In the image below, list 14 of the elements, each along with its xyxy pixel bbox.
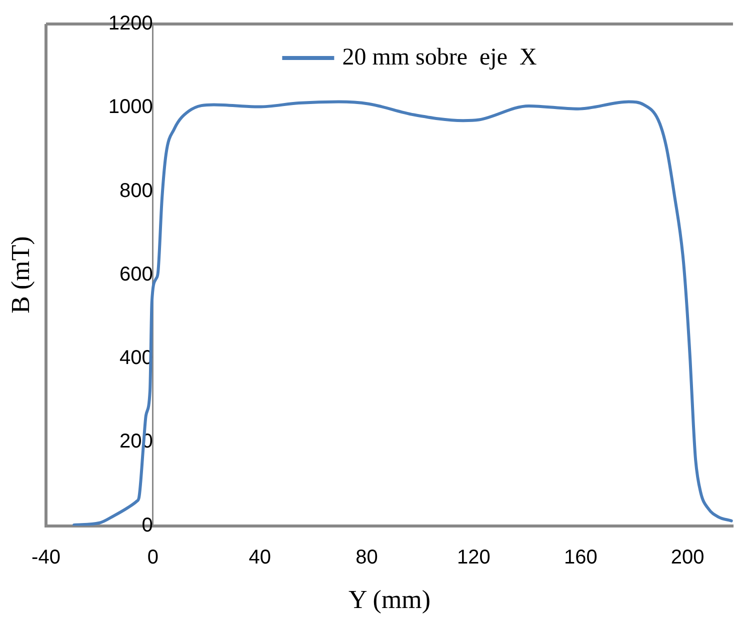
y-axis-title: B (mT) [6, 236, 35, 314]
y-tick-label: 800 [120, 180, 153, 202]
x-axis-title: Y (mm) [348, 585, 431, 614]
x-tick-label: 40 [248, 546, 271, 568]
y-tick-label: 600 [120, 263, 153, 286]
x-tick-label: 120 [457, 546, 490, 568]
x-tick-label: -40 [32, 546, 60, 568]
x-tick-label: 200 [670, 546, 704, 568]
x-tick-label: 160 [564, 546, 598, 568]
x-tick-label: 80 [356, 546, 378, 568]
y-tick-label: 1000 [108, 96, 153, 118]
y-tick-label: 1200 [108, 12, 153, 35]
y-tick-label: 0 [142, 514, 153, 536]
legend-label: 20 mm sobre eje X [342, 44, 537, 70]
